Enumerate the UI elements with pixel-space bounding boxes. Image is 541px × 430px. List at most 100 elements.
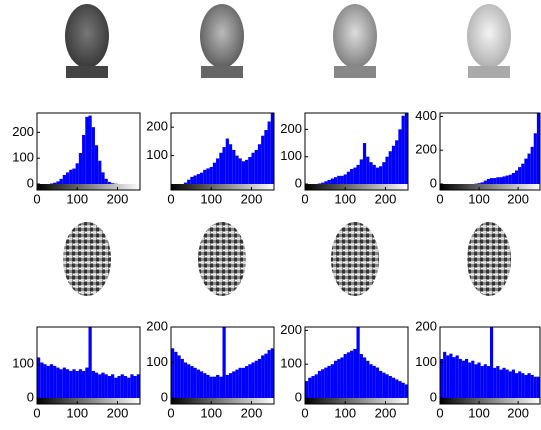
- x-tick-label: 200: [375, 191, 397, 206]
- histogram-chart: 100 200 0 100 200: [146, 112, 275, 206]
- bar: [452, 357, 456, 398]
- bar: [533, 376, 537, 398]
- bar: [53, 182, 57, 184]
- bar: [111, 374, 115, 398]
- bar: [337, 175, 341, 184]
- bar: [490, 178, 494, 184]
- x-tick-label: 200: [507, 405, 529, 420]
- bar: [446, 355, 450, 398]
- bar: [527, 373, 531, 398]
- texture-image: [198, 222, 246, 296]
- bar: [104, 374, 108, 398]
- bar: [193, 175, 197, 184]
- bar: [248, 364, 252, 398]
- bar: [375, 167, 380, 184]
- bar: [206, 168, 210, 184]
- bar: [533, 133, 537, 184]
- bar: [353, 167, 357, 184]
- bar: [85, 116, 89, 184]
- bar: [455, 355, 459, 398]
- y-tick-label: 0: [430, 389, 437, 404]
- bar: [401, 382, 405, 398]
- bar: [366, 360, 370, 398]
- bar: [235, 369, 239, 398]
- bar: [222, 327, 226, 398]
- axes-box: [439, 326, 541, 405]
- texture-images: [63, 222, 511, 296]
- bar: [40, 362, 44, 398]
- bar: [505, 369, 509, 398]
- bar: [477, 362, 481, 398]
- bar: [111, 183, 115, 184]
- bar: [199, 371, 204, 398]
- bar: [346, 171, 351, 184]
- bar: [49, 364, 54, 398]
- bar: [480, 182, 484, 184]
- y-tick-label: 200: [415, 318, 437, 333]
- axes-box: [170, 326, 275, 405]
- bar: [183, 182, 188, 184]
- bar: [366, 156, 370, 184]
- bar: [245, 159, 249, 184]
- bar: [88, 115, 92, 184]
- x-tick-label: 100: [468, 191, 490, 206]
- bar: [49, 183, 54, 184]
- y-tick-label: 200: [280, 322, 302, 337]
- bar: [69, 370, 73, 398]
- bar: [254, 149, 258, 184]
- bar: [180, 358, 184, 398]
- bar: [190, 176, 194, 184]
- bar: [238, 367, 242, 398]
- y-tick-label: 100: [12, 150, 34, 165]
- histogram-chart: 0 100 200 0 100 200: [280, 112, 409, 206]
- bar: [69, 169, 73, 184]
- bar: [496, 366, 500, 398]
- bar: [375, 367, 380, 398]
- bar: [398, 381, 402, 398]
- bar: [496, 177, 500, 184]
- y-tick-label: 0: [161, 389, 168, 404]
- bar: [196, 369, 200, 398]
- x-tick-label: 100: [334, 191, 356, 206]
- bar: [209, 166, 213, 184]
- bar: [343, 354, 347, 398]
- bar: [369, 162, 373, 184]
- y-tick-label: 100: [12, 356, 34, 371]
- histogram-chart: 0 100 200 0 100 200: [146, 318, 275, 420]
- bar: [372, 164, 376, 184]
- histogram-chart: 0 100 200 0 100 200: [415, 318, 541, 420]
- x-tick-label: 100: [468, 405, 490, 420]
- bar: [340, 175, 344, 184]
- bar: [524, 374, 528, 398]
- bar: [395, 379, 399, 398]
- y-tick-label: 200: [12, 124, 34, 139]
- bar: [385, 156, 389, 184]
- bar: [130, 374, 134, 398]
- bar: [177, 355, 181, 398]
- bar: [101, 372, 105, 398]
- bar: [527, 153, 531, 184]
- bar: [114, 377, 118, 398]
- bar: [75, 163, 79, 184]
- colorbar: [37, 398, 140, 404]
- bar: [530, 146, 534, 184]
- bar: [333, 360, 338, 398]
- x-tick-label: 0: [436, 405, 443, 420]
- x-tick-label: 200: [507, 191, 529, 206]
- bar: [127, 377, 131, 398]
- bar: [327, 365, 331, 398]
- bar: [502, 176, 506, 184]
- bar: [91, 127, 95, 184]
- x-tick-label: 0: [167, 405, 174, 420]
- bar: [391, 145, 396, 184]
- bar: [206, 374, 210, 398]
- bar: [136, 374, 140, 398]
- x-tick-label: 200: [107, 405, 129, 420]
- bar: [107, 376, 112, 398]
- bar: [314, 374, 318, 398]
- bar: [228, 373, 233, 398]
- bar: [257, 144, 262, 184]
- bar: [337, 359, 341, 398]
